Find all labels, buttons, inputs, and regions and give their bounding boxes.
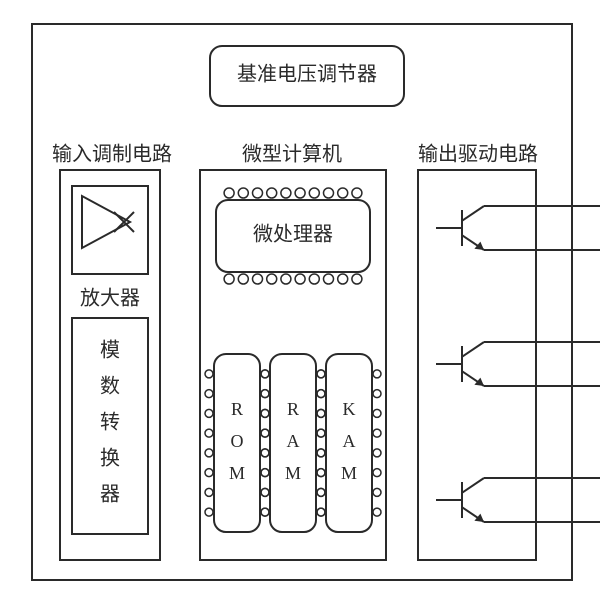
amplifier-box (72, 186, 148, 274)
kam-char-2: M (341, 463, 357, 483)
tr0-collector (462, 206, 484, 221)
kam-pin-l (317, 390, 325, 398)
diagram-canvas: 基准电压调节器输入调制电路微型计算机输出驱动电路放大器模数转换器微处理器ROMR… (0, 0, 600, 600)
header-middle: 微型计算机 (242, 143, 342, 166)
tr1-collector (462, 342, 484, 357)
kam-pin-r (373, 488, 381, 496)
kam-pin-r (373, 429, 381, 437)
rom-pin-l (205, 488, 213, 496)
mp-pin-top (324, 188, 334, 198)
mp-pin-top (224, 188, 234, 198)
mp-pin-bot (253, 274, 263, 284)
adc-char-2: 转 (100, 411, 120, 434)
microprocessor-label: 微处理器 (253, 223, 333, 246)
tr0-arrow-icon (474, 242, 484, 250)
kam-pin-l (317, 449, 325, 457)
rom-pin-l (205, 429, 213, 437)
mp-pin-top (352, 188, 362, 198)
mp-pin-bot (324, 274, 334, 284)
tr2-collector (462, 478, 484, 493)
mp-pin-bot (352, 274, 362, 284)
mp-pin-bot (309, 274, 319, 284)
kam-pin-r (373, 409, 381, 417)
mp-pin-bot (295, 274, 305, 284)
adc-char-1: 数 (100, 375, 120, 398)
adc-char-3: 换 (100, 447, 120, 470)
mp-pin-bot (267, 274, 277, 284)
kam-pin-r (373, 449, 381, 457)
rom-pin-l (205, 370, 213, 378)
ram-pin-l (261, 508, 269, 516)
ram-char-0: R (287, 399, 299, 419)
rom-char-0: R (231, 399, 243, 419)
ram-pin-l (261, 429, 269, 437)
tr2-arrow-icon (474, 514, 484, 522)
kam-pin-l (317, 469, 325, 477)
amplifier-label: 放大器 (80, 287, 140, 310)
mp-pin-top (309, 188, 319, 198)
ram-char-1: A (287, 431, 300, 451)
mp-pin-bot (281, 274, 291, 284)
kam-pin-r (373, 390, 381, 398)
header-right: 输出驱动电路 (418, 143, 538, 166)
tr1-arrow-icon (474, 378, 484, 386)
ram-pin-l (261, 409, 269, 417)
kam-pin-l (317, 409, 325, 417)
mp-pin-bot (338, 274, 348, 284)
ram-pin-l (261, 390, 269, 398)
rom-pin-l (205, 390, 213, 398)
voltage-regulator-label: 基准电压调节器 (237, 63, 377, 86)
mp-pin-top (253, 188, 263, 198)
rom-pin-l (205, 508, 213, 516)
kam-pin-r (373, 370, 381, 378)
rom-pin-l (205, 449, 213, 457)
adc-char-4: 器 (100, 484, 120, 506)
kam-pin-l (317, 488, 325, 496)
kam-pin-r (373, 508, 381, 516)
mp-pin-top (238, 188, 248, 198)
rom-char-2: M (229, 463, 245, 483)
mp-pin-top (267, 188, 277, 198)
kam-char-1: A (343, 431, 356, 451)
ram-pin-l (261, 488, 269, 496)
adc-char-0: 模 (100, 339, 120, 362)
mp-pin-top (281, 188, 291, 198)
mp-pin-bot (238, 274, 248, 284)
kam-pin-r (373, 469, 381, 477)
header-left: 输入调制电路 (52, 143, 172, 166)
mp-pin-bot (224, 274, 234, 284)
ram-pin-l (261, 370, 269, 378)
kam-pin-l (317, 429, 325, 437)
ram-pin-l (261, 449, 269, 457)
column-box-right (418, 170, 536, 560)
rom-pin-l (205, 469, 213, 477)
kam-pin-l (317, 508, 325, 516)
ram-char-2: M (285, 463, 301, 483)
kam-char-0: K (343, 399, 356, 419)
mp-pin-top (338, 188, 348, 198)
rom-char-1: O (231, 431, 244, 451)
rom-pin-l (205, 409, 213, 417)
ram-pin-l (261, 469, 269, 477)
kam-pin-l (317, 370, 325, 378)
mp-pin-top (295, 188, 305, 198)
